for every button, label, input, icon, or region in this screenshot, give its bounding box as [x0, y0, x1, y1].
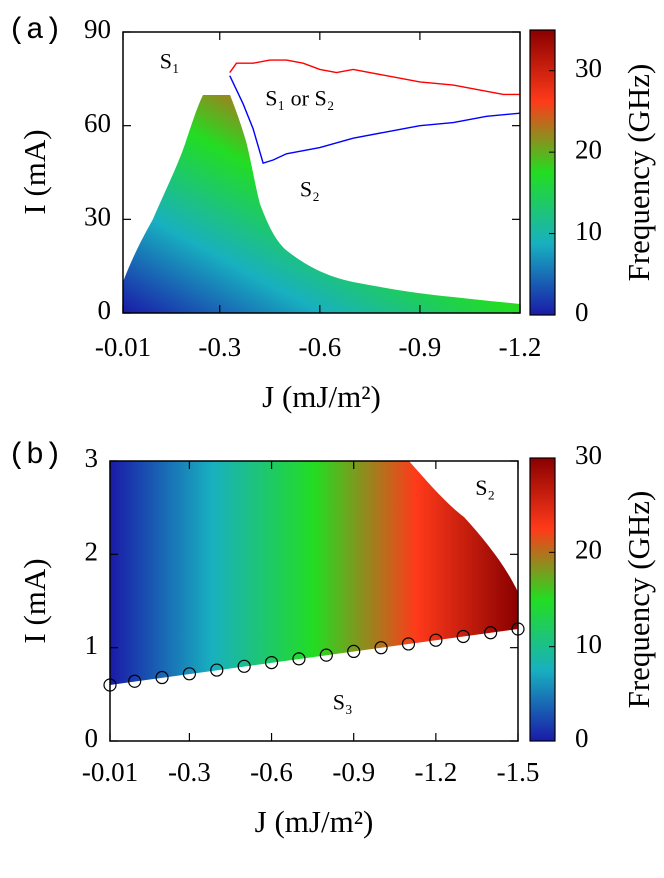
frequency-map — [110, 461, 518, 685]
colorbar-tick-label: 20 — [575, 535, 602, 565]
plot-frame — [109, 460, 519, 742]
y-tick-label: 60 — [84, 108, 111, 138]
x-axis-title: J (mJ/m²) — [262, 379, 381, 414]
colorbar-tick-label: 0 — [575, 297, 589, 327]
x-tick-label: -0.01 — [95, 332, 151, 362]
region-label: S₂ — [475, 475, 495, 500]
region-label: S₂ — [300, 176, 320, 201]
y-tick-label: 3 — [85, 443, 99, 473]
region-label: S₁ — [160, 48, 180, 73]
x-axis-title: J (mJ/m²) — [255, 804, 374, 839]
y-tick-label: 30 — [84, 202, 111, 232]
x-tick-label: -1.5 — [497, 757, 540, 787]
panel-label: (b) — [8, 439, 62, 473]
x-tick-label: -1.2 — [499, 332, 542, 362]
y-tick-label: 90 — [84, 14, 111, 44]
region-label: S₁ or S₂ — [265, 86, 334, 111]
colorbar — [529, 29, 556, 316]
x-tick-label: -0.9 — [332, 757, 375, 787]
plot-frame — [122, 31, 521, 314]
y-tick-label: 1 — [85, 630, 99, 660]
colorbar-tick-label: 20 — [575, 134, 602, 164]
colorbar-tick-label: 0 — [575, 723, 589, 753]
marker — [292, 652, 306, 666]
marker — [401, 637, 416, 651]
x-tick-label: -0.3 — [168, 757, 211, 787]
marker — [128, 674, 142, 688]
marker — [182, 667, 197, 681]
marker — [319, 648, 333, 662]
marker — [264, 655, 279, 670]
marker — [155, 670, 169, 685]
x-tick-label: -0.3 — [198, 332, 241, 362]
y-tick-label: 2 — [85, 537, 99, 567]
region-label: S₃ — [333, 690, 353, 715]
marker — [210, 663, 224, 677]
colorbar-title: Frequency (GHz) — [621, 64, 656, 282]
colorbar-tick-label: 10 — [575, 216, 602, 246]
x-tick-label: -0.6 — [250, 757, 293, 787]
y-axis-title: I (mA) — [17, 129, 52, 214]
colorbar-tick-label: 30 — [575, 440, 602, 470]
y-tick-label: 0 — [85, 723, 99, 753]
colorbar-tick-label: 30 — [575, 53, 602, 83]
colorbar — [529, 457, 556, 742]
frequency-map — [123, 95, 520, 313]
marker — [456, 629, 470, 644]
colorbar-title: Frequency (GHz) — [621, 491, 656, 709]
panel-label: (a) — [8, 14, 62, 48]
y-axis-title: I (mA) — [17, 558, 52, 643]
y-tick-label: 0 — [98, 295, 112, 325]
marker — [429, 633, 443, 647]
x-tick-label: -0.6 — [298, 332, 341, 362]
boundary-line — [229, 75, 521, 165]
x-tick-label: -0.9 — [399, 332, 442, 362]
x-tick-label: -0.01 — [82, 757, 138, 787]
marker — [484, 626, 498, 640]
colorbar-tick-label: 10 — [575, 629, 602, 659]
marker — [237, 659, 251, 673]
marker — [374, 641, 388, 655]
boundary-line — [229, 59, 520, 96]
x-tick-label: -1.2 — [414, 757, 457, 787]
marker — [347, 644, 361, 659]
